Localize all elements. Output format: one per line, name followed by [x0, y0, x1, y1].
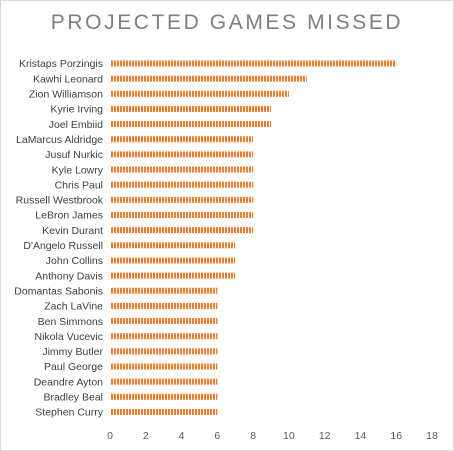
category-label: Joel Embiid	[49, 119, 103, 131]
bar-jusuf-nurkic	[110, 151, 254, 158]
bar-kawhi-leonard	[110, 75, 307, 82]
x-tick-label: 10	[283, 430, 295, 442]
category-label: Kyle Lowry	[52, 164, 104, 176]
bar-joel-embiid	[110, 121, 271, 128]
category-label: Domantas Sabonis	[14, 285, 103, 297]
category-label: Bradley Beal	[43, 392, 103, 404]
category-label: Chris Paul	[55, 179, 103, 191]
bar-ben-simmons	[110, 318, 218, 325]
bar-jimmy-butler	[110, 348, 218, 355]
bar-lebron-james	[110, 212, 254, 218]
category-label: Kyrie Irving	[50, 104, 103, 116]
chart-title: PROJECTED GAMES MISSED	[50, 11, 404, 34]
bar-deandre-ayton	[110, 378, 218, 385]
category-label: Deandre Ayton	[34, 376, 103, 388]
bar-d-angelo-russell	[110, 242, 236, 249]
category-label: Zach LaVine	[44, 301, 103, 313]
bar-lamarcus-aldridge	[110, 136, 254, 143]
category-label: Zion Williamson	[29, 89, 103, 101]
category-label: Kevin Durant	[42, 225, 103, 237]
bar-john-collins	[110, 257, 236, 264]
x-tick-label: 0	[107, 430, 113, 442]
category-label: Jusuf Nurkic	[45, 149, 103, 161]
x-tick-label: 14	[355, 430, 367, 442]
x-tick-label: 18	[426, 430, 438, 442]
x-tick-label: 2	[143, 430, 149, 442]
category-label: Anthony Davis	[35, 270, 103, 282]
x-tick-label: 6	[214, 430, 220, 442]
category-label: Paul George	[44, 361, 103, 373]
x-tick-label: 12	[319, 430, 331, 442]
bar-kevin-durant	[110, 227, 254, 234]
bar-paul-george	[110, 363, 218, 370]
category-label: LaMarcus Aldridge	[16, 134, 103, 146]
category-label: Kristaps Porzingis	[19, 58, 103, 70]
category-label: Stephen Curry	[35, 407, 103, 419]
x-tick-label: 16	[390, 430, 402, 442]
bar-kristaps-porzingis	[110, 60, 397, 67]
category-label: Kawhi Leonard	[33, 73, 103, 85]
bar-russell-westbrook	[110, 196, 254, 203]
bar-chris-paul	[110, 181, 254, 188]
category-label: LeBron James	[35, 210, 103, 222]
category-label: John Collins	[46, 255, 103, 267]
bar-anthony-davis	[110, 272, 236, 279]
bar-kyrie-irving	[110, 105, 271, 112]
bar-stephen-curry	[110, 408, 218, 415]
bar-bradley-beal	[110, 393, 218, 400]
bar-kyle-lowry	[110, 166, 254, 173]
category-label: Nikola Vucevic	[35, 331, 103, 343]
bar-zach-lavine	[110, 302, 218, 309]
category-label: Ben Simmons	[38, 316, 103, 328]
x-tick-label: 4	[179, 430, 185, 442]
category-label: Russell Westbrook	[16, 195, 104, 207]
bar-nikola-vucevic	[110, 333, 218, 340]
bar-zion-williamson	[110, 90, 289, 97]
category-label: D'Angelo Russell	[23, 240, 103, 252]
category-label: Jimmy Butler	[42, 346, 103, 358]
x-tick-label: 8	[250, 430, 256, 442]
bar-domantas-sabonis	[110, 287, 218, 294]
